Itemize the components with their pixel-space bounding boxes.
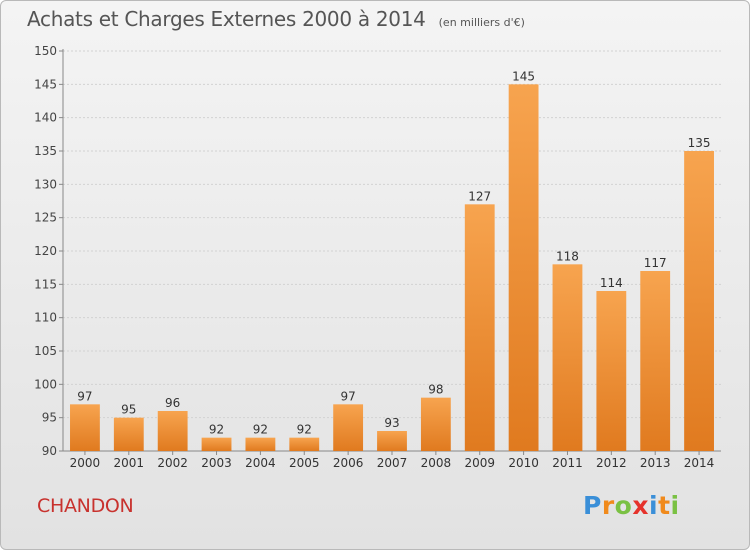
y-tick-label: 95 (42, 411, 57, 425)
bar-value-label: 97 (77, 389, 92, 403)
x-tick-label: 2007 (377, 456, 408, 470)
x-tick-label: 2011 (552, 456, 583, 470)
y-tick-label: 150 (34, 44, 57, 58)
y-tick-label: 90 (42, 444, 57, 458)
x-tick-label: 2000 (70, 456, 101, 470)
bar-value-label: 95 (121, 403, 136, 417)
bar-value-label: 98 (428, 383, 443, 397)
bar-value-label: 97 (340, 389, 355, 403)
bar-value-label: 92 (209, 423, 224, 437)
y-tick-label: 120 (34, 244, 57, 258)
bar (552, 264, 583, 451)
bar (640, 271, 671, 451)
bar-value-label: 114 (600, 276, 623, 290)
y-tick-label: 130 (34, 177, 57, 191)
y-tick-label: 105 (34, 344, 57, 358)
logo-letter: P (583, 491, 602, 520)
chart-subtitle: (en milliers d'€) (438, 16, 525, 29)
bar-value-label: 92 (297, 423, 312, 437)
x-tick-label: 2014 (684, 456, 715, 470)
bar (245, 437, 276, 451)
chart-title: Achats et Charges Externes 2000 à 2014 (27, 7, 426, 31)
x-tick-label: 2008 (421, 456, 452, 470)
x-tick-label: 2006 (333, 456, 364, 470)
bar (333, 404, 364, 451)
bar-value-label: 145 (512, 69, 535, 83)
logo-letter: i (649, 491, 659, 520)
y-tick-label: 135 (34, 144, 57, 158)
x-tick-label: 2002 (157, 456, 188, 470)
title-row: Achats et Charges Externes 2000 à 2014 (… (27, 7, 525, 31)
logo-letter: x (632, 491, 649, 520)
logo-letter: i (670, 491, 680, 520)
x-tick-label: 2004 (245, 456, 276, 470)
bar-value-label: 92 (253, 423, 268, 437)
bar (420, 397, 451, 451)
bar-value-label: 117 (644, 256, 667, 270)
x-tick-label: 2005 (289, 456, 320, 470)
bar-value-label: 135 (688, 136, 711, 150)
x-tick-label: 2010 (508, 456, 539, 470)
bar (289, 437, 320, 451)
bar (464, 204, 495, 451)
bars (70, 84, 714, 451)
bar-value-label: 127 (468, 189, 491, 203)
y-tick-label: 110 (34, 311, 57, 325)
x-tick-label: 2012 (596, 456, 627, 470)
logo-letter: r (601, 491, 615, 520)
bar (157, 411, 188, 451)
x-tick-label: 2003 (201, 456, 232, 470)
bar (377, 431, 407, 451)
bar (684, 151, 714, 451)
bar (508, 84, 539, 451)
x-tick-label: 2013 (640, 456, 671, 470)
bar (596, 291, 627, 451)
y-tick-label: 100 (34, 377, 57, 391)
place-name: CHANDON (37, 495, 134, 517)
bar (70, 404, 100, 451)
proxiti-logo: Proxiti (583, 491, 680, 520)
y-tick-label: 140 (34, 111, 57, 125)
logo-letter: o (614, 491, 633, 520)
y-tick-label: 115 (34, 277, 57, 291)
labels: 90 95 100 105 110 115 120 125 130 135 140 145 150 97 2… (34, 44, 714, 470)
x-tick-label: 2009 (464, 456, 495, 470)
bar-value-label: 93 (384, 416, 399, 430)
bar (201, 437, 232, 451)
x-tick-label: 2001 (114, 456, 145, 470)
bar (113, 417, 144, 451)
logo-letter: t (658, 491, 671, 520)
y-tick-label: 145 (34, 77, 57, 91)
y-tick-label: 125 (34, 211, 57, 225)
bar-value-label: 118 (556, 249, 579, 263)
bar-value-label: 96 (165, 396, 180, 410)
